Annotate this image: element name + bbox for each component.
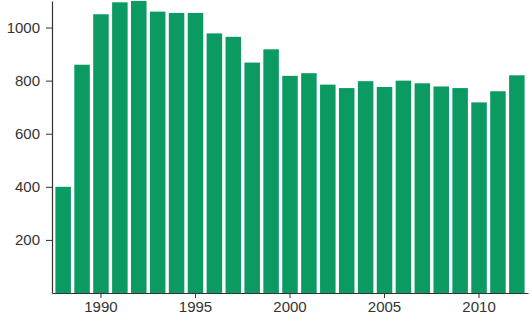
- y-tick: 200: [15, 231, 52, 248]
- bar: [433, 86, 449, 293]
- bar: [169, 13, 185, 293]
- bar: [263, 49, 279, 293]
- bars: [55, 1, 524, 293]
- bar: [358, 81, 374, 293]
- bar: [226, 37, 242, 293]
- x-tick: 2000: [273, 293, 306, 314]
- bar: [452, 88, 468, 293]
- bar: [301, 73, 317, 293]
- y-tick-mark: [46, 134, 52, 135]
- bar: [207, 33, 223, 293]
- x-tick-label: 1995: [179, 298, 212, 314]
- bar: [396, 81, 412, 293]
- y-axis: 200 400 600 800 1000: [7, 2, 53, 294]
- x-tick-label: 2000: [273, 298, 306, 314]
- chart: 200 400 600 800 1000 1990 1995 2000 2005 2010: [0, 0, 532, 314]
- y-tick-mark: [46, 240, 52, 241]
- y-tick: 400: [15, 178, 52, 195]
- bar: [377, 87, 393, 293]
- y-tick: 800: [15, 72, 52, 89]
- y-tick: 600: [15, 125, 52, 142]
- x-tick-label: 2010: [462, 298, 495, 314]
- x-tick: 2005: [368, 293, 401, 314]
- bar: [112, 2, 128, 293]
- bar: [415, 83, 431, 293]
- plot: 200 400 600 800 1000 1990 1995 2000 2005 2010: [7, 1, 529, 314]
- x-axis: 1990 1995 2000 2005 2010: [53, 293, 529, 314]
- x-tick-label: 1990: [84, 298, 117, 314]
- y-tick-label: 1000: [7, 19, 40, 36]
- x-tick: 1995: [179, 293, 212, 314]
- bar: [74, 65, 90, 293]
- y-tick-label: 200: [15, 231, 40, 248]
- bar: [150, 12, 166, 293]
- y-tick-label: 600: [15, 125, 40, 142]
- bar: [490, 91, 506, 293]
- bar: [509, 75, 525, 293]
- bar: [188, 13, 204, 293]
- y-axis-line: [52, 2, 53, 294]
- bar: [55, 187, 71, 293]
- y-tick: 1000: [7, 19, 52, 36]
- bar: [244, 63, 260, 293]
- y-tick-mark: [46, 28, 52, 29]
- bar: [131, 1, 147, 293]
- x-tick: 1990: [84, 293, 117, 314]
- bar: [471, 102, 487, 293]
- y-tick-label: 400: [15, 178, 40, 195]
- bar: [282, 76, 298, 293]
- x-tick: 2010: [462, 293, 495, 314]
- y-tick-mark: [46, 187, 52, 188]
- x-tick-label: 2005: [368, 298, 401, 314]
- bar: [93, 14, 109, 293]
- y-tick-label: 800: [15, 72, 40, 89]
- bar: [320, 85, 336, 293]
- bar: [339, 88, 355, 293]
- y-tick-mark: [46, 81, 52, 82]
